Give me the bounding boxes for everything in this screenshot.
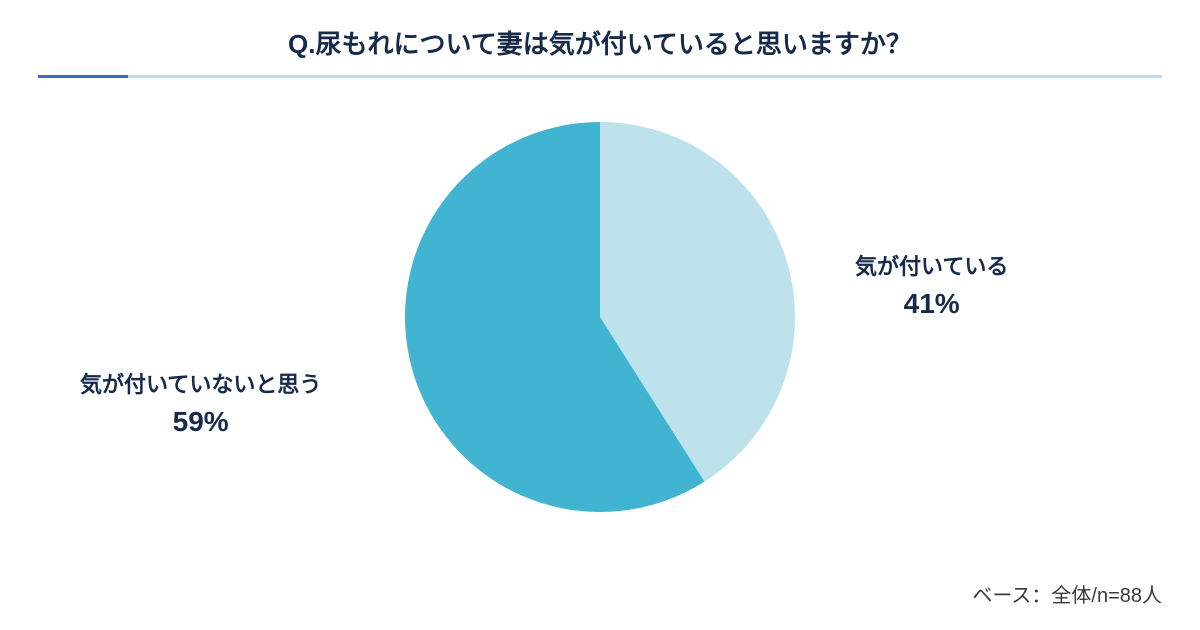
slice-label-not-aware: 気が付いていないと思う 59% <box>80 368 321 443</box>
slice-label-aware-text: 気が付いている <box>855 250 1008 283</box>
slice-label-aware: 気が付いている 41% <box>855 250 1008 325</box>
slice-label-not-aware-pct: 59% <box>80 401 321 443</box>
slice-label-not-aware-text: 気が付いていないと思う <box>80 368 321 401</box>
pie-chart <box>405 122 795 512</box>
slice-label-aware-pct: 41% <box>855 283 1008 325</box>
chart-title: Q.尿もれについて妻は気が付いていると思いますか？ <box>0 0 1200 61</box>
pie-chart-area: 気が付いている 41% 気が付いていないと思う 59% <box>0 78 1200 578</box>
footnote: ベース：全体/n=88人 <box>972 579 1162 608</box>
